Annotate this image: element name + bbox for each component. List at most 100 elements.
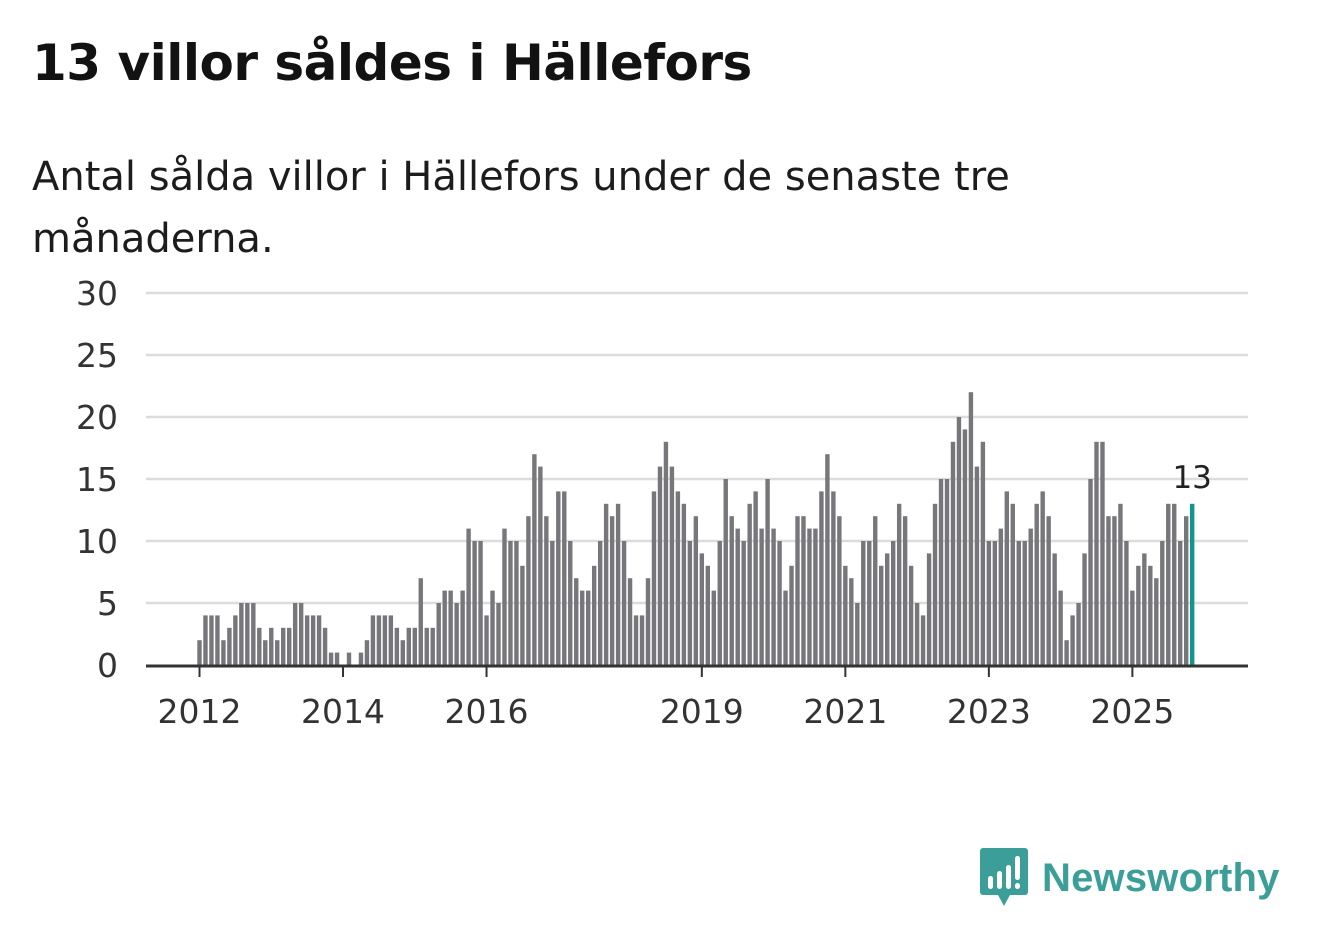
y-tick-label: 15: [76, 460, 118, 499]
bar: [514, 541, 519, 665]
bar: [1088, 479, 1093, 665]
bar: [197, 640, 202, 665]
bar: [789, 565, 794, 665]
bar: [926, 553, 932, 665]
bar: [1082, 553, 1087, 665]
bar: [1076, 603, 1081, 665]
bar: [496, 603, 501, 665]
bar: [316, 615, 322, 665]
bar: [448, 590, 453, 665]
bar: [544, 516, 549, 665]
bar: [735, 528, 740, 665]
bar: [855, 603, 860, 665]
bar: [837, 516, 842, 665]
bar: [914, 603, 920, 665]
bar: [1184, 516, 1189, 665]
bar: [586, 590, 591, 665]
bar: [1172, 503, 1177, 665]
bar: [203, 615, 208, 665]
bar: [944, 479, 950, 665]
bar: [825, 454, 830, 665]
bar: [753, 491, 758, 665]
bar: [932, 503, 938, 665]
bar: [287, 627, 292, 665]
bar: [1016, 541, 1021, 665]
bar: [1022, 541, 1027, 665]
bar: [412, 627, 417, 665]
y-tick-label: 0: [97, 646, 118, 685]
bar: [454, 603, 459, 665]
x-axis: 2012 2014 2016 2019 2021 2023 2025: [158, 667, 1174, 731]
bar: [233, 615, 238, 665]
bar: [795, 516, 800, 665]
bar: [245, 603, 250, 665]
bar: [663, 441, 669, 665]
bar: [430, 627, 435, 665]
bar: [221, 640, 226, 665]
bar: [950, 441, 956, 665]
bar: [765, 479, 770, 665]
x-tick-label: 2021: [803, 692, 887, 731]
x-tick-label: 2019: [660, 692, 744, 731]
bar: [711, 590, 716, 665]
bar: [747, 503, 752, 665]
bar: [1070, 615, 1075, 665]
bar: [532, 454, 537, 665]
bar: [591, 565, 597, 665]
bar: [729, 516, 734, 665]
y-tick-label: 5: [97, 584, 118, 623]
y-tick-label: 10: [76, 522, 118, 561]
bar: [681, 503, 687, 665]
bar: [639, 615, 645, 665]
bar: [801, 516, 806, 665]
bar: [819, 491, 824, 665]
bar: [490, 590, 495, 665]
bar: [741, 541, 746, 665]
bar: [418, 578, 423, 665]
bar: [257, 627, 262, 665]
bar: [292, 603, 298, 665]
bar: [1112, 516, 1117, 665]
bar: [1178, 541, 1183, 665]
bar: [298, 603, 304, 665]
bar: [388, 615, 394, 665]
bar: [813, 528, 818, 665]
bar: [520, 565, 525, 665]
bar: [562, 491, 567, 665]
bar: [717, 541, 722, 665]
x-tick-label: 2012: [158, 692, 242, 731]
bar: [526, 516, 531, 665]
bar: [460, 590, 465, 665]
bar: [1094, 441, 1099, 665]
bar: [699, 553, 705, 665]
bar: [502, 528, 507, 665]
bar: [1028, 528, 1033, 665]
bar: [974, 466, 980, 665]
chart-subtitle: Antal sålda villor i Hällefors under de …: [32, 154, 1010, 262]
bar: [263, 640, 268, 665]
bar: [651, 491, 657, 665]
bar-highlight: [1189, 503, 1195, 665]
bar: [346, 652, 352, 665]
bar: [968, 392, 974, 665]
newsworthy-brand: Newsworthy: [980, 846, 1280, 910]
bar: [376, 615, 382, 665]
bar: [269, 627, 274, 665]
bar: [783, 590, 788, 665]
bar: [675, 491, 681, 665]
bar: [1106, 516, 1111, 665]
bar: [902, 516, 908, 665]
bar: [1124, 541, 1129, 665]
x-tick-label: 2016: [445, 692, 529, 731]
bar: [328, 652, 334, 665]
bar: [1040, 491, 1045, 665]
bar: [645, 578, 651, 665]
bar: [771, 528, 776, 665]
y-tick-label: 25: [76, 336, 118, 375]
brand-name: Newsworthy: [1042, 855, 1280, 900]
bar: [209, 615, 214, 665]
bar: [508, 541, 513, 665]
bar: [580, 590, 585, 665]
bar: [597, 541, 603, 665]
